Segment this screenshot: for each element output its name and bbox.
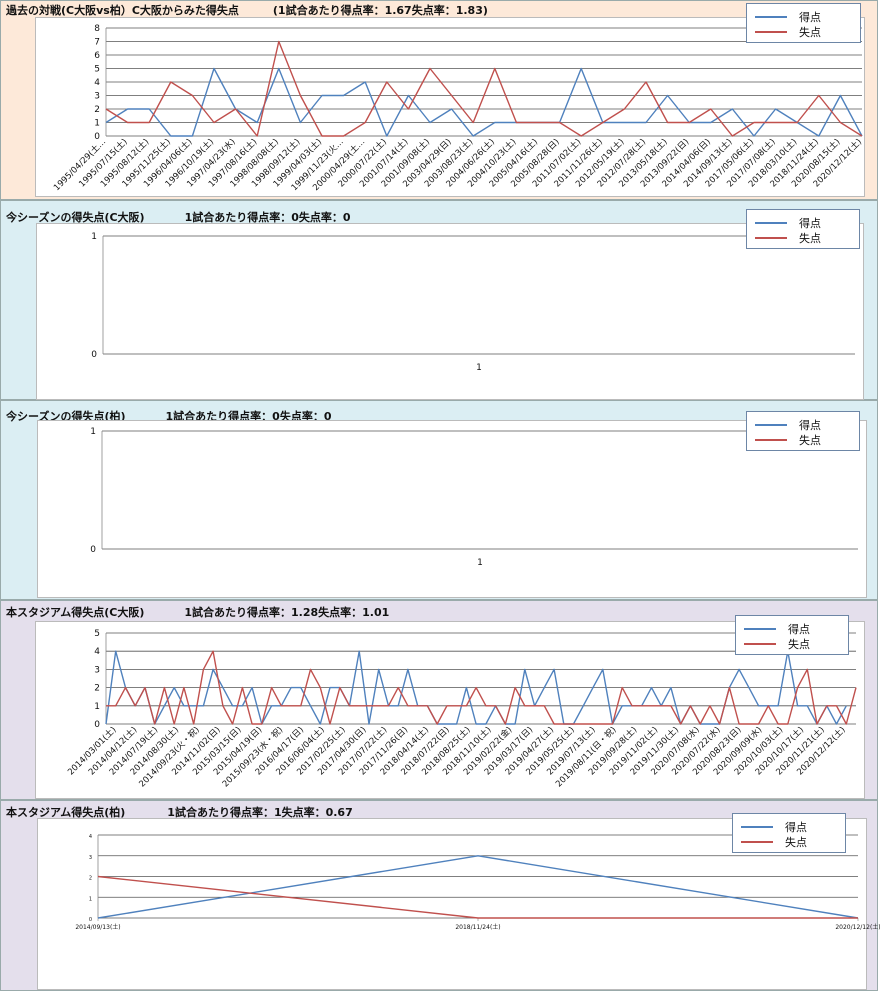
panel-season-kashiwa: 今シーズンの得失点(柏) 1試合あたり得点率：0失点率：0 0 1 1 得点 失点: [0, 400, 878, 600]
legend: 得点 失点: [746, 3, 861, 43]
y-tick-label: 1: [94, 119, 100, 129]
series-line-concede: [97, 875, 858, 919]
chart-season-cosaka: 0 1 1: [91, 232, 855, 373]
legend: 得点 失点: [732, 813, 846, 853]
y-tick-label: 1: [94, 702, 100, 712]
y-tick-label: 0: [90, 545, 96, 555]
chart-head-to-head: 0123456781995/04/29(土…1995/07/15(土)1995/…: [51, 24, 864, 193]
panel-title: 今シーズンの得失点(C大阪) 1試合あたり得点率：0失点率：0: [6, 211, 351, 224]
y-tick-label: 0: [89, 917, 92, 923]
x-tick-label: 1: [476, 363, 482, 373]
panel-season-cosaka: 今シーズンの得失点(C大阪) 1試合あたり得点率：0失点率：0 0 1 1 得点 失点: [0, 200, 878, 400]
y-tick-label: 3: [94, 92, 100, 102]
x-tick-label: 2014/09/13(土): [75, 923, 120, 931]
y-tick-label: 5: [94, 629, 100, 639]
panel-head-to-head: 過去の対戦(C大阪vs柏）C大阪からみた得失点 (1試合あたり得点率：1.67失点…: [0, 0, 878, 200]
chart-area: 0 1 2 3 4 5 6 7 8 1995/04/29(土… 1995/07/15(土) 1995/…: [35, 17, 865, 197]
panel-title: 本スタジアム得失点(柏) 1試合あたり得点率：1失点率：0.67: [6, 806, 353, 819]
y-tick-label: 1: [90, 427, 96, 437]
y-tick-label: 4: [89, 834, 92, 840]
y-tick-label: 0: [91, 350, 97, 360]
y-tick-label: 4: [94, 78, 100, 88]
y-tick-label: 0: [94, 132, 100, 142]
y-tick-label: 2: [94, 684, 100, 694]
chart-area: 0 1 2 3 4 5 2014/03/01(土) 2014/04/12(土) 2014/07/…: [35, 621, 865, 799]
chart-stadium-cosaka: 0123452014/03/01(土)2014/04/12(土)2014/07/…: [65, 629, 857, 789]
y-tick-label: 1: [89, 896, 92, 902]
series-line-concede: [105, 40, 863, 137]
chart-area: 0 1 1: [37, 420, 867, 598]
y-tick-label: 8: [94, 24, 100, 34]
y-tick-label: 6: [94, 51, 100, 61]
legend: 得点 失点: [735, 615, 849, 655]
panel-title: 今シーズンの得失点(柏) 1試合あたり得点率：0失点率：0: [6, 410, 332, 423]
panel-title: 本スタジアム得失点(C大阪) 1試合あたり得点率：1.28失点率：1.01: [6, 606, 390, 619]
chart-stadium-kashiwa: 0 1 2 3 4 2014/09/13(土) 2018/11/24(土) 2020/12/1…: [75, 834, 880, 931]
y-tick-label: 3: [89, 855, 92, 861]
y-tick-label: 5: [94, 65, 100, 75]
chart-area: 0 1 2 3 4 2014/09/13(土) 2018/11/24(土) 2020/12/1…: [37, 818, 880, 990]
series-line-score: [105, 67, 863, 137]
y-tick-label: 7: [94, 38, 100, 48]
y-tick-label: 2: [89, 876, 92, 882]
series-line-score: [97, 855, 859, 919]
legend: 得点 失点: [746, 411, 860, 451]
y-tick-label: 3: [94, 665, 100, 675]
y-tick-label: 2: [94, 105, 100, 115]
x-tick-label: 2018/11/24(土): [455, 923, 500, 931]
y-tick-label: 1: [91, 232, 97, 242]
panel-stadium-cosaka: 本スタジアム得失点(C大阪) 1試合あたり得点率：1.28失点率：1.01 0 1 2…: [0, 600, 878, 800]
series-line-concede: [106, 650, 857, 725]
x-tick-label: 1: [477, 558, 483, 568]
panel-title: 過去の対戦(C大阪vs柏）C大阪からみた得失点 (1試合あたり得点率：1.67失点…: [6, 4, 488, 17]
legend: 得点 失点: [746, 209, 860, 249]
y-tick-label: 4: [94, 647, 100, 657]
chart-area: 0 1 1: [36, 223, 864, 400]
panel-stadium-kashiwa: 本スタジアム得失点(柏) 1試合あたり得点率：1失点率：0.67 0 1 2 3 4 201…: [0, 800, 880, 991]
x-tick-label: 2020/12/12(土): [835, 923, 880, 931]
chart-season-kashiwa: 0 1 1: [90, 427, 858, 568]
y-tick-label: 0: [94, 720, 100, 730]
